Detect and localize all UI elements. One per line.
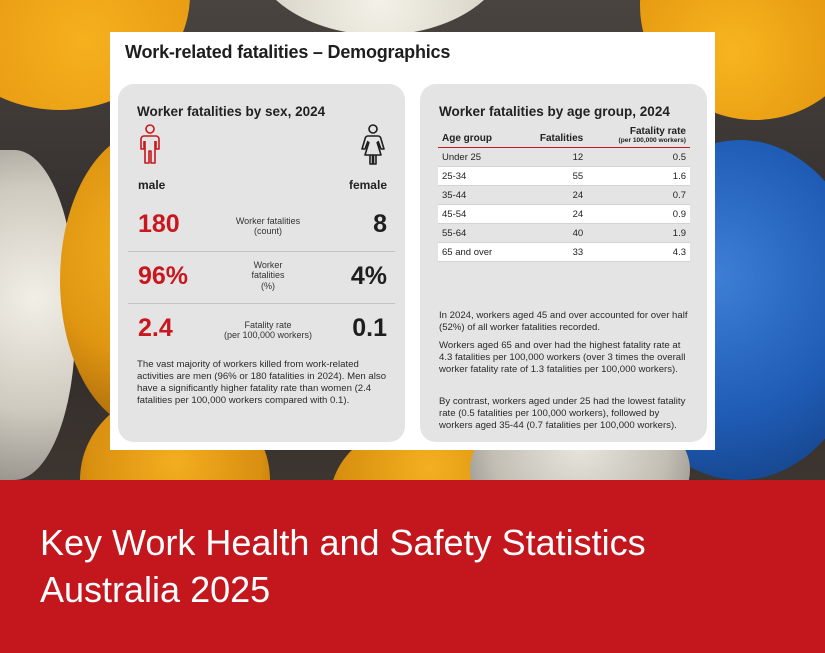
table-row: Under 25 12 0.5 (438, 147, 690, 167)
age-summary-paragraph: Workers aged 65 and over had the highest… (439, 340, 686, 375)
metric-label: Worker fatalities (count) (208, 216, 328, 237)
fatality-rate-cell: 0.7 (587, 185, 690, 205)
age-group-cell: 55-64 (438, 223, 518, 243)
metric-label: Fatality rate (per 100,000 workers) (208, 320, 328, 341)
male-fatalities-count: 180 (138, 210, 180, 238)
banner-title: Key Work Health and Safety Statistics Au… (40, 520, 800, 614)
metric-row-percent: 96% Worker fatalities (%) 4% (128, 252, 395, 304)
female-fatalities-count: 8 (373, 210, 387, 238)
male-label: male (138, 178, 166, 192)
fatality-rate-header-label: Fatality rate (629, 126, 686, 137)
fatalities-cell: 40 (517, 223, 588, 243)
metric-label: Worker fatalities (%) (208, 260, 328, 291)
metric-label-line: fatalities (251, 270, 285, 281)
title-banner: Key Work Health and Safety Statistics Au… (0, 480, 825, 653)
female-fatality-rate: 0.1 (352, 314, 387, 342)
age-group-cell: Under 25 (438, 147, 518, 167)
panel-title: Worker fatalities by sex, 2024 (137, 104, 326, 119)
metric-label-line: Worker (253, 260, 283, 270)
fatality-rate-header-sublabel: (per 100,000 workers) (618, 137, 686, 144)
age-group-cell: 35-44 (438, 185, 518, 205)
table-row: 65 and over 33 4.3 (438, 242, 690, 262)
column-header-age-group: Age group (438, 126, 518, 148)
banner-title-line: Australia 2025 (40, 568, 271, 610)
fatality-rate-cell: 0.5 (587, 147, 690, 167)
male-fatality-rate: 2.4 (138, 314, 173, 342)
metric-label-line: Fatality rate (244, 320, 292, 330)
fatality-rate-cell: 1.6 (587, 166, 690, 186)
document-page: Work-related fatalities – Demographics W… (110, 32, 715, 450)
banner-title-line: Key Work Health and Safety Statistics (40, 522, 646, 563)
age-summary-paragraph: In 2024, workers aged 45 and over accoun… (439, 310, 688, 333)
age-group-cell: 25-34 (438, 166, 518, 186)
white-hard-hat (250, 0, 510, 35)
metric-row-rate: 2.4 Fatality rate (per 100,000 workers) … (128, 304, 395, 356)
age-group-cell: 45-54 (438, 204, 518, 224)
table-row: 45-54 24 0.9 (438, 204, 690, 224)
female-fatalities-percent: 4% (350, 262, 387, 290)
table-header-row: Age group Fatalities Fatality rate (per … (438, 126, 690, 148)
fatalities-cell: 55 (517, 166, 588, 186)
age-group-cell: 65 and over (438, 242, 518, 262)
table-row: 35-44 24 0.7 (438, 185, 690, 205)
age-group-table: Age group Fatalities Fatality rate (per … (438, 126, 690, 262)
metric-label-line: (count) (253, 226, 282, 237)
fatality-rate-cell: 4.3 (587, 242, 690, 262)
age-summary-paragraph: By contrast, workers aged under 25 had t… (439, 396, 686, 431)
fatalities-by-age-panel: Worker fatalities by age group, 2024 Age… (420, 84, 707, 442)
fatality-rate-cell: 0.9 (587, 204, 690, 224)
fatalities-cell: 12 (517, 147, 588, 167)
male-person-icon (140, 124, 160, 164)
table-row: 25-34 55 1.6 (438, 166, 690, 186)
male-fatalities-percent: 96% (138, 262, 189, 290)
sex-summary-paragraph: The vast majority of workers killed from… (137, 359, 387, 406)
metric-label-line: (per 100,000 workers) (223, 330, 313, 341)
female-label: female (348, 178, 387, 192)
fatalities-by-sex-panel: Worker fatalities by sex, 2024 male fema… (118, 84, 405, 442)
fatalities-cell: 33 (517, 242, 588, 262)
fatalities-cell: 24 (517, 204, 588, 224)
metric-label-line: Worker fatalities (235, 216, 301, 226)
page-title: Work-related fatalities – Demographics (125, 42, 451, 62)
metric-row-count: 180 Worker fatalities (count) 8 (128, 200, 395, 252)
fatality-rate-cell: 1.9 (587, 223, 690, 243)
metric-label-line: (%) (261, 280, 275, 291)
column-header-fatalities: Fatalities (517, 126, 588, 148)
table-row: 55-64 40 1.9 (438, 223, 690, 243)
column-header-fatality-rate: Fatality rate (per 100,000 workers) (587, 126, 690, 148)
female-person-icon (361, 124, 385, 165)
fatalities-cell: 24 (517, 185, 588, 205)
panel-title: Worker fatalities by age group, 2024 (439, 104, 670, 119)
